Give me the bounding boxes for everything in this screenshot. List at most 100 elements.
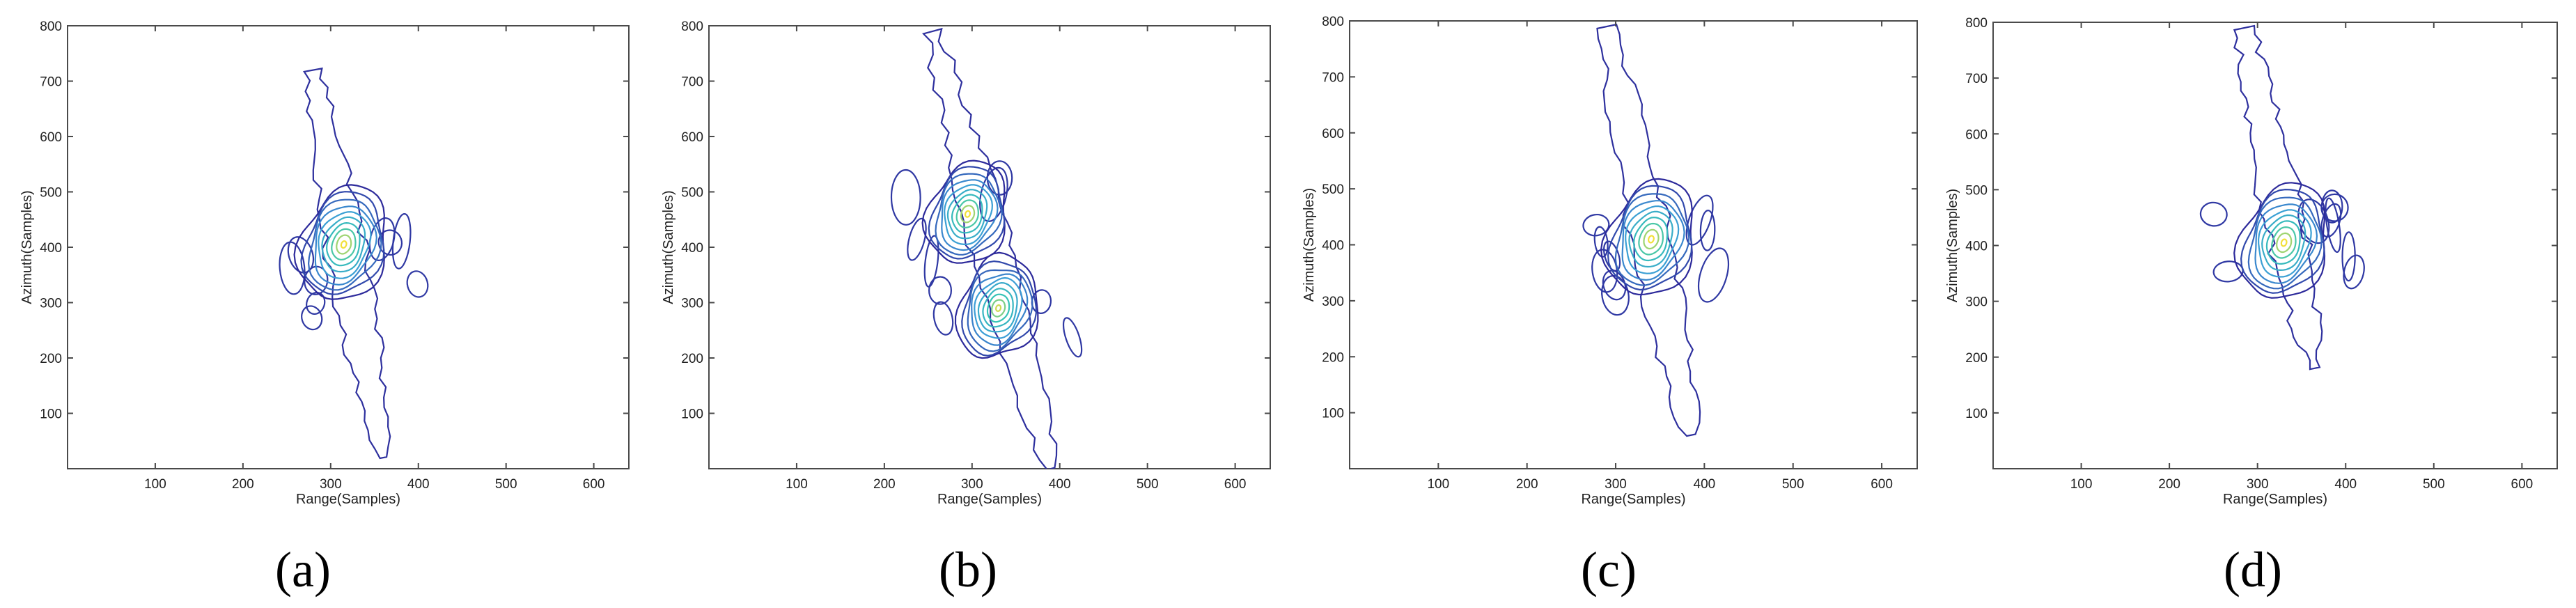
y-tick-label: 400: [1322, 239, 1344, 254]
contour-sidelobe: [2199, 201, 2228, 227]
x-tick-label: 500: [2423, 477, 2445, 492]
contour-level: [307, 198, 382, 291]
contour-level: [2276, 232, 2293, 254]
x-tick-label: 500: [495, 477, 517, 492]
contour-level: [2280, 238, 2288, 247]
contour-level: [974, 276, 1023, 339]
contour-level: [935, 173, 1003, 256]
plot-frame: [67, 25, 630, 469]
x-axis-label: Range(Samples): [296, 492, 400, 507]
contour-sidelobe: [907, 217, 927, 261]
contour-sidelobe: [1062, 317, 1083, 358]
plot-frame: [1992, 22, 2558, 469]
y-tick-label: 300: [1322, 295, 1344, 309]
contour-group: [890, 27, 1083, 469]
y-axis-label: Azimuth(Samples): [661, 190, 676, 304]
y-tick-label: 500: [40, 186, 62, 201]
y-tick-label: 400: [681, 241, 703, 256]
contour-level: [2240, 188, 2325, 294]
contour-level: [1621, 200, 1685, 281]
contour-sidelobe: [2320, 193, 2349, 222]
contour-group: [1582, 23, 1730, 437]
y-tick-label: 200: [40, 352, 62, 366]
y-axis-label: Azimuth(Samples): [1945, 189, 1960, 302]
plot-frame: [708, 25, 1271, 469]
contour-tail: [1596, 23, 1701, 437]
contour-sidelobe: [1603, 240, 1621, 272]
x-axis-label: Range(Samples): [937, 492, 1042, 507]
y-tick-label: 200: [1322, 350, 1344, 365]
y-tick-label: 800: [1322, 15, 1344, 29]
contour-level: [2257, 209, 2312, 278]
contour-sidelobe: [2325, 197, 2341, 254]
contour-level: [954, 251, 1039, 359]
y-tick-label: 600: [1965, 127, 1988, 142]
contour-level: [1643, 228, 1660, 250]
contour-level: [331, 228, 357, 260]
x-tick-label: 600: [1224, 477, 1247, 492]
y-tick-label: 400: [40, 241, 62, 256]
contour-level: [982, 288, 1014, 328]
y-tick-label: 200: [681, 352, 703, 366]
contour-sidelobe: [2343, 254, 2365, 290]
x-tick-label: 100: [144, 477, 166, 492]
contour-sidelobe: [1699, 210, 1716, 251]
x-tick-label: 300: [2247, 477, 2269, 492]
contour-level: [1625, 205, 1680, 274]
contour-level: [318, 211, 372, 279]
x-tick-label: 500: [1137, 477, 1159, 492]
x-tick-label: 500: [1782, 477, 1804, 492]
contour-sidelobe: [923, 235, 939, 288]
x-tick-label: 300: [961, 477, 983, 492]
contour-sidelobe: [2341, 231, 2356, 282]
y-tick-label: 800: [681, 20, 703, 34]
panel-caption: (c): [1581, 542, 1637, 598]
y-tick-label: 700: [1322, 70, 1344, 85]
x-tick-label: 400: [407, 477, 430, 492]
contour-level: [314, 205, 377, 286]
x-tick-label: 100: [1427, 477, 1449, 492]
y-tick-label: 700: [40, 75, 62, 90]
panel-c: 100 200 300 400 500 600 100 200 300 400 500 600 700 8…: [1302, 15, 1918, 598]
y-tick-label: 500: [1965, 183, 1988, 198]
panel-a: 100 200 300 400 500 600 100 200 300 400 500 600 700 8…: [19, 20, 630, 598]
contour-level: [951, 194, 983, 234]
x-axis-label: Range(Samples): [2223, 492, 2327, 507]
contour-tail: [302, 67, 391, 460]
contour-group: [279, 67, 429, 460]
contour-group: [2199, 24, 2365, 371]
contour-level: [1600, 178, 1693, 296]
contour-tail: [2233, 24, 2323, 371]
contour-level: [1632, 217, 1669, 262]
contour-level: [965, 210, 971, 218]
y-tick-label: 600: [1322, 127, 1344, 141]
x-tick-label: 200: [1516, 477, 1538, 492]
panel-d: 100 200 300 400 500 600 100 200 300 400 500 600 700 8…: [1945, 16, 2558, 598]
contour-sidelobe: [932, 301, 954, 336]
y-tick-label: 100: [40, 407, 62, 422]
y-tick-label: 700: [681, 75, 703, 90]
contour-level: [1628, 210, 1673, 268]
x-tick-label: 400: [2334, 477, 2357, 492]
y-tick-label: 300: [1965, 295, 1988, 310]
contour-level: [928, 166, 1006, 260]
x-tick-label: 200: [2158, 477, 2180, 492]
contour-level: [293, 184, 385, 300]
y-tick-label: 600: [681, 130, 703, 145]
contour-level: [340, 240, 348, 249]
x-tick-label: 400: [1694, 477, 1716, 492]
x-axis-label: Range(Samples): [1581, 492, 1685, 507]
contour-sidelobe: [1601, 274, 1630, 316]
contour-level: [2247, 196, 2323, 290]
contour-sidelobe: [1582, 214, 1610, 237]
contour-level: [321, 216, 366, 273]
contour-level: [336, 234, 352, 255]
y-tick-label: 800: [40, 20, 62, 34]
y-tick-label: 100: [1965, 407, 1988, 421]
contour-level: [300, 191, 385, 295]
x-tick-label: 600: [583, 477, 605, 492]
contour-level: [2265, 220, 2301, 265]
contour-level: [1607, 185, 1693, 291]
contour-sidelobe: [406, 270, 429, 298]
